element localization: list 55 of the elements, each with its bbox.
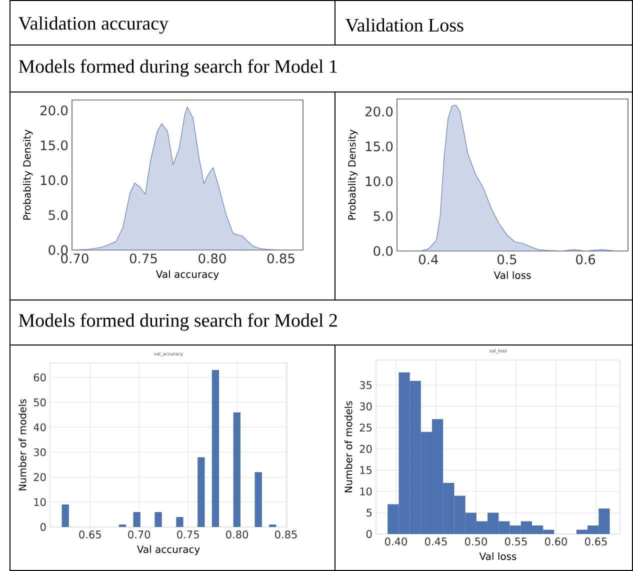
y-tick-label: 5 — [366, 508, 372, 517]
y-tick-label: 20.0 — [365, 106, 393, 116]
x-tick-label: 0.40 — [385, 538, 407, 546]
x-axis-title: Val accuracy — [156, 270, 219, 280]
text: Validation accuracy — [18, 16, 168, 34]
y-tick-label: 15.0 — [40, 140, 68, 150]
y-tick-label: 25 — [360, 424, 372, 432]
x-tick-label: 0.45 — [425, 538, 447, 546]
x-tick-label: 0.70 — [61, 254, 88, 264]
x-tick-label: 0.65 — [585, 538, 607, 546]
y-tick-label: 60 — [34, 373, 46, 382]
x-tick-label: 0.60 — [545, 538, 567, 546]
y-tick-label: 0.0 — [374, 246, 393, 256]
x-axis-title: Val accuracy — [136, 545, 200, 556]
y-axis-title: Number of models — [18, 399, 26, 490]
y-tick-label: 15.0 — [366, 141, 393, 152]
x-tick-label: 0.75 — [130, 254, 157, 264]
text: Models formed during search for Model 1 — [18, 59, 337, 77]
y-tick-label: 10.0 — [366, 176, 393, 186]
y-tick-label: 30 — [34, 448, 46, 456]
x-tick-label: 0.80 — [226, 530, 248, 538]
y-tick-label: 15 — [360, 466, 372, 474]
y-tick-label: 20.0 — [40, 106, 68, 116]
y-tick-label: 10.0 — [40, 175, 68, 186]
y-tick-label: 20 — [34, 473, 46, 482]
y-tick-label: 40 — [34, 423, 46, 432]
y-tick-label: 10 — [360, 487, 372, 496]
x-tick-label: 0.85 — [275, 530, 297, 538]
x-tick-label: 0.5 — [498, 254, 516, 264]
x-axis-title: Val loss — [479, 552, 516, 560]
x-tick-label: 0.55 — [505, 538, 527, 546]
x-tick-label: 0.50 — [465, 538, 487, 546]
y-tick-label: 50 — [34, 398, 46, 406]
x-tick-label: 0.75 — [177, 530, 199, 538]
x-tick-label: 0.85 — [267, 254, 294, 264]
y-tick-label: 5.0 — [48, 210, 68, 220]
y-tick-label: 20 — [360, 444, 372, 453]
y-axis-title: Probablity Density — [22, 130, 33, 220]
y-tick-label: 0.0 — [48, 245, 68, 255]
text: Models formed during search for Model 2 — [18, 313, 337, 331]
y-tick-label: 30 — [360, 402, 372, 410]
y-tick-label: 0 — [40, 523, 46, 531]
x-axis-title: Val loss — [494, 271, 531, 279]
x-tick-label: 0.80 — [198, 254, 226, 264]
x-tick-label: 0.4 — [418, 254, 438, 264]
y-tick-label: 35 — [360, 381, 372, 390]
y-tick-label: 5.0 — [374, 211, 393, 222]
x-tick-label: 0.65 — [79, 530, 101, 538]
x-tick-label: 0.70 — [128, 530, 150, 538]
y-tick-label: 0 — [366, 530, 372, 538]
y-axis-title: Probablity Density — [348, 130, 358, 220]
text: Validation Loss — [345, 18, 464, 32]
y-tick-label: 10 — [34, 498, 46, 506]
y-axis-title: Number of models — [344, 401, 352, 492]
x-tick-label: 0.6 — [576, 254, 596, 264]
